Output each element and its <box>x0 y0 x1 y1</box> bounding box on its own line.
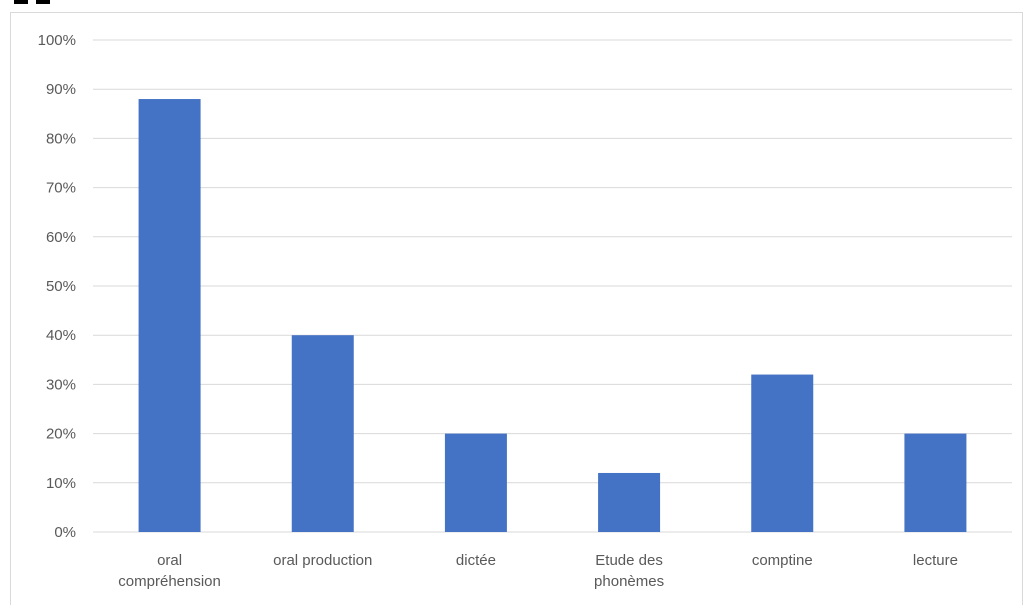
corner-mark-left <box>14 0 28 4</box>
x-tick-label-line: comptine <box>752 552 813 569</box>
x-tick-label: dictée <box>456 552 496 569</box>
x-axis-ticks: oral compréhension oral production dictée Et… <box>118 552 958 590</box>
bars <box>138 99 967 532</box>
x-tick-label: lecture <box>913 552 958 569</box>
corner-mark-right <box>36 0 50 4</box>
y-tick-label: 0% <box>54 524 76 541</box>
bar <box>291 335 354 532</box>
y-tick-label: 80% <box>46 130 76 147</box>
x-tick-label-line: oral production <box>273 552 372 569</box>
corner-mark <box>14 0 50 4</box>
y-tick-label: 30% <box>46 376 76 393</box>
x-tick-label-line: Etude des <box>595 552 663 569</box>
x-tick-label-line: compréhension <box>118 573 221 590</box>
y-tick-label: 50% <box>46 278 76 295</box>
bar <box>138 99 201 532</box>
x-tick-label-line: phonèmes <box>594 573 664 590</box>
y-tick-label: 20% <box>46 426 76 443</box>
y-tick-label: 100% <box>38 32 76 49</box>
bar <box>904 433 967 532</box>
gridlines <box>93 39 1012 533</box>
x-tick-label-line: oral <box>157 552 182 569</box>
bar <box>751 374 814 532</box>
x-tick-label-line: lecture <box>913 552 958 569</box>
bar <box>598 472 661 532</box>
x-tick-label-line: dictée <box>456 552 496 569</box>
bar <box>444 433 507 532</box>
y-tick-label: 70% <box>46 180 76 197</box>
x-tick-label: oral compréhension <box>118 552 221 590</box>
x-tick-label: comptine <box>752 552 813 569</box>
x-tick-label: Etude des phonèmes <box>594 552 664 590</box>
y-tick-label: 40% <box>46 327 76 344</box>
y-tick-label: 10% <box>46 475 76 492</box>
y-tick-label: 60% <box>46 229 76 246</box>
y-axis-ticks: 0% 10% 20% 30% 40% 50% 60% 70% 80% 90% 100% <box>38 32 76 541</box>
y-tick-label: 90% <box>46 81 76 98</box>
x-tick-label: oral production <box>273 552 372 569</box>
